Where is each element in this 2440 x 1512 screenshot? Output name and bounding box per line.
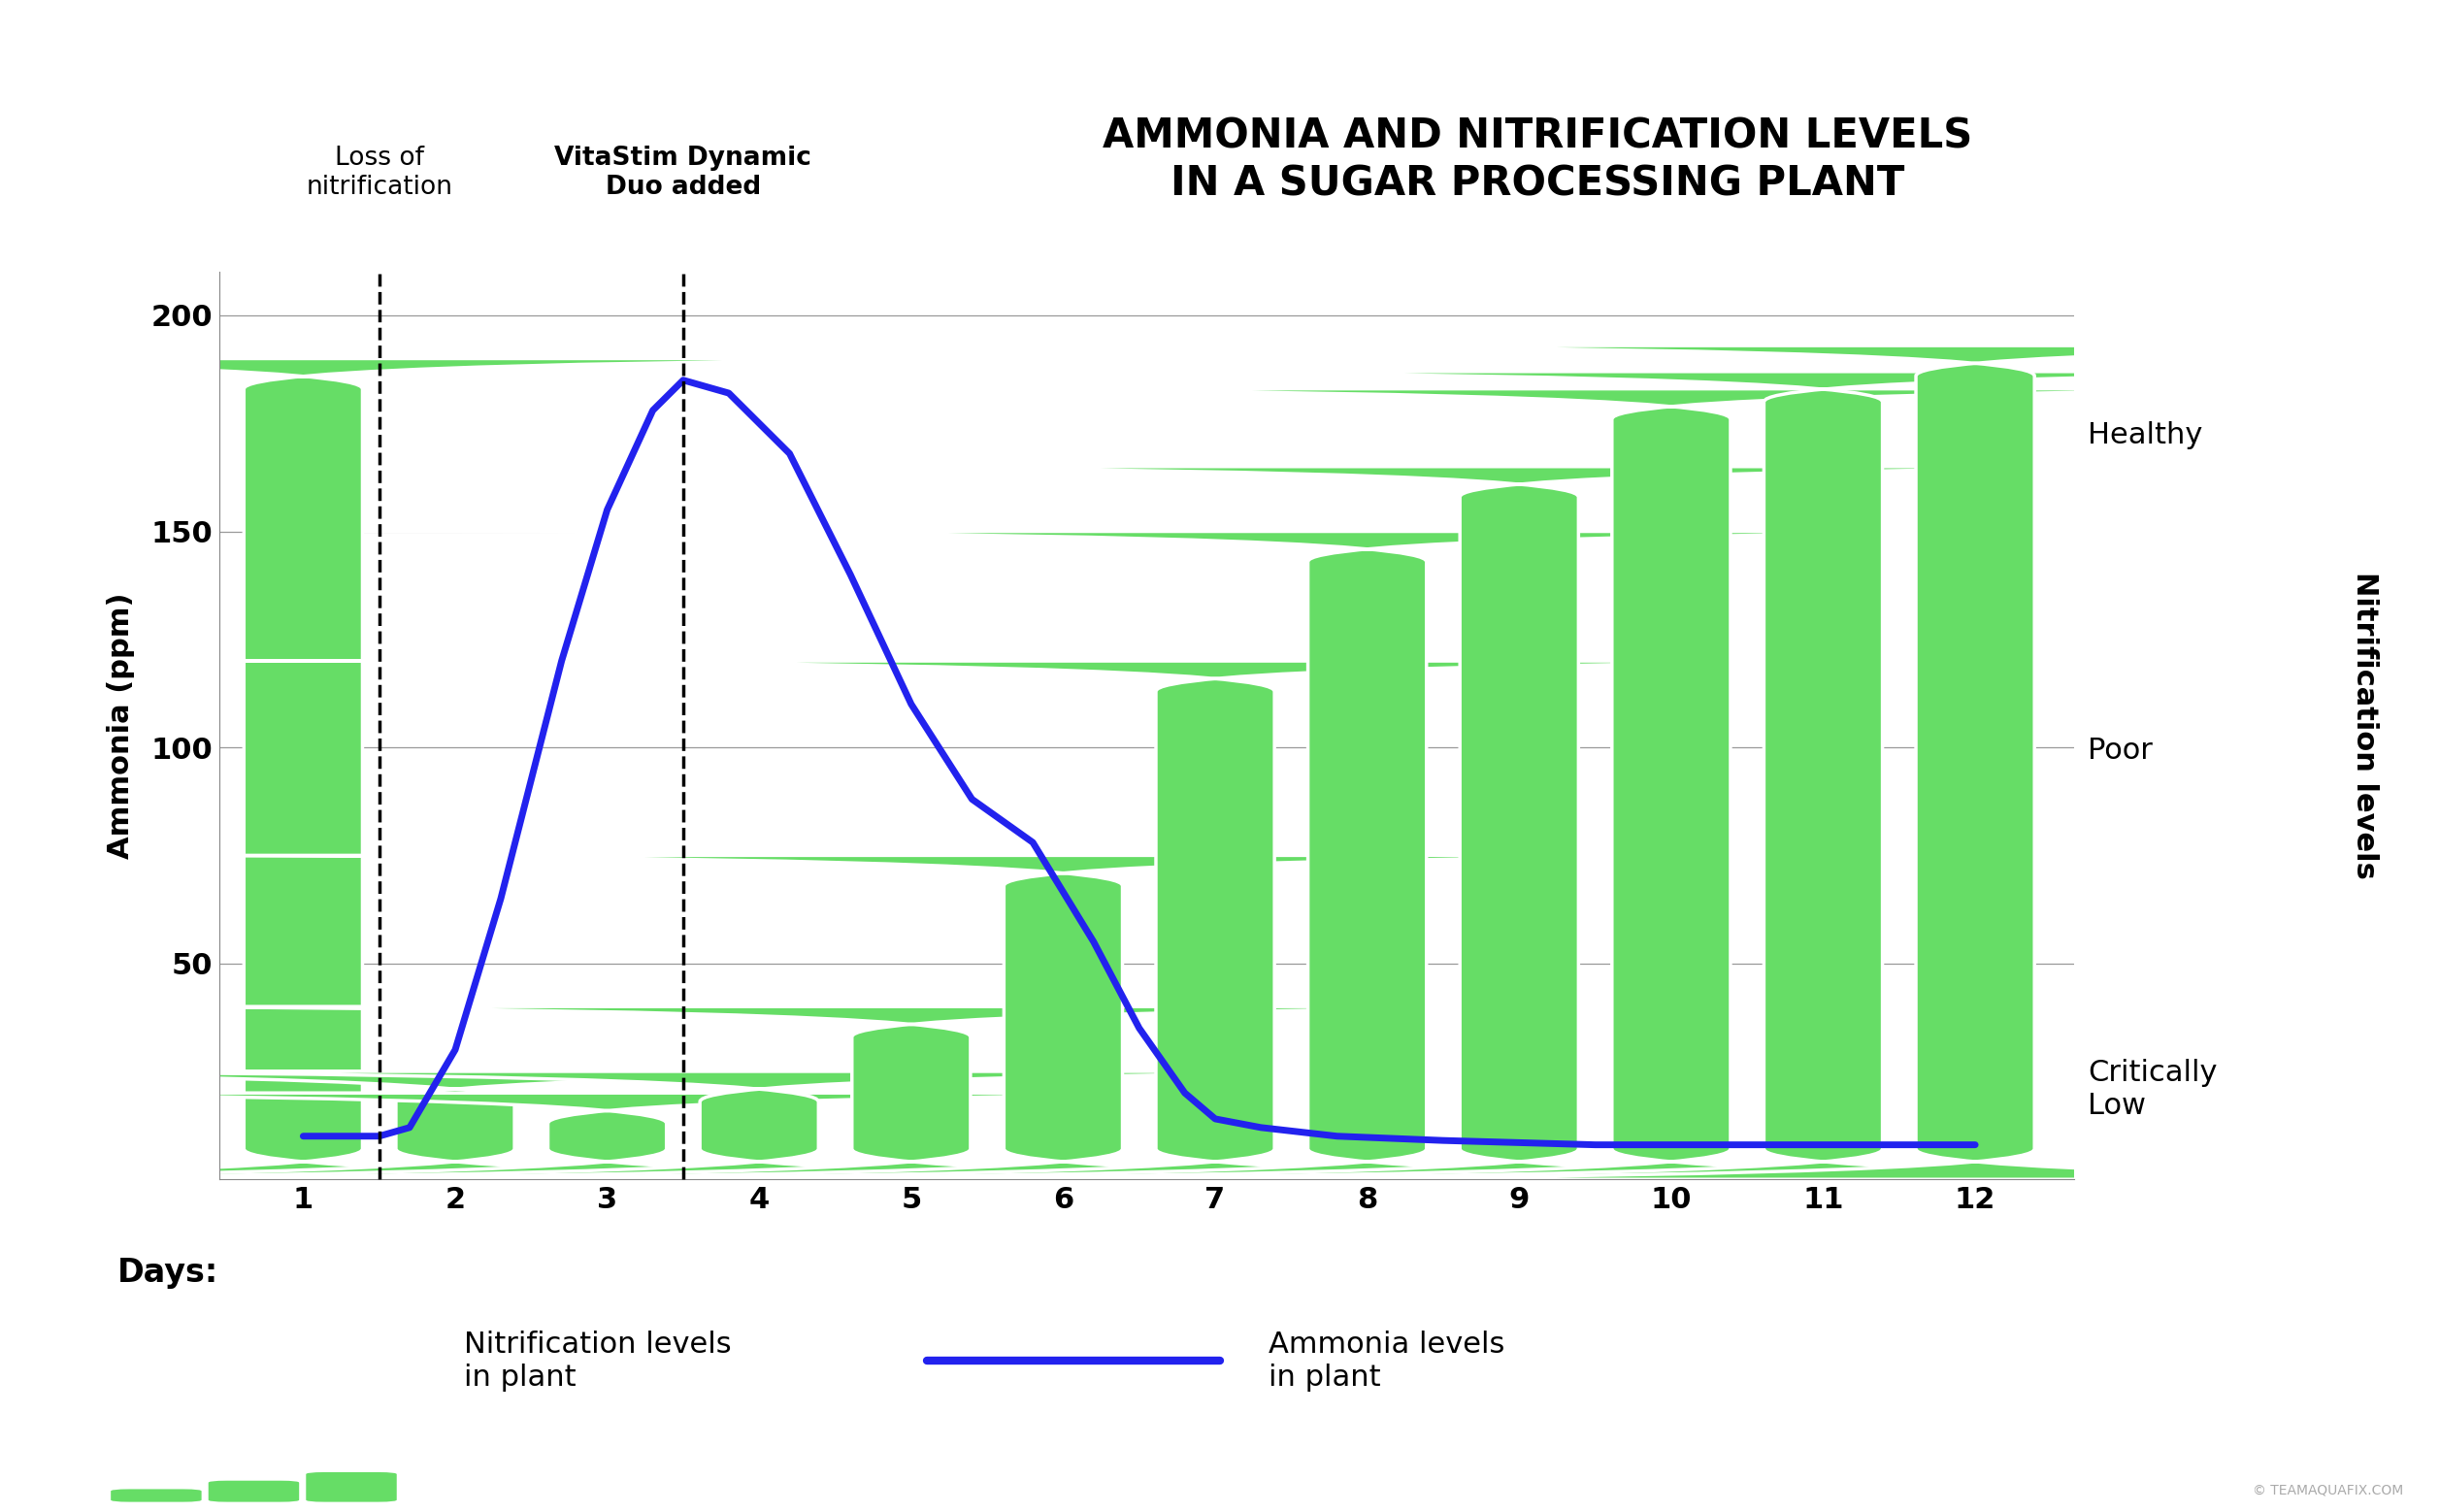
Y-axis label: Nitrification levels: Nitrification levels (2350, 572, 2379, 880)
FancyBboxPatch shape (0, 1007, 1915, 1179)
FancyBboxPatch shape (0, 1072, 1764, 1179)
FancyBboxPatch shape (59, 856, 2069, 1179)
Text: Nitrification levels
in plant: Nitrification levels in plant (464, 1331, 732, 1391)
FancyBboxPatch shape (364, 531, 2372, 1179)
FancyBboxPatch shape (0, 1072, 1459, 1179)
Text: Days:: Days: (117, 1256, 220, 1288)
Text: VitaStim Dynamic
Duo added: VitaStim Dynamic Duo added (554, 145, 813, 200)
FancyBboxPatch shape (515, 467, 2440, 1179)
FancyBboxPatch shape (0, 358, 1308, 1179)
Text: Ammonia levels
in plant: Ammonia levels in plant (1269, 1331, 1505, 1391)
FancyBboxPatch shape (110, 1488, 203, 1503)
Text: AMMONIA AND NITRIFICATION LEVELS
IN A SUGAR PROCESSING PLANT: AMMONIA AND NITRIFICATION LEVELS IN A SU… (1103, 116, 1972, 204)
FancyBboxPatch shape (971, 346, 2440, 1179)
FancyBboxPatch shape (305, 1471, 398, 1503)
FancyBboxPatch shape (210, 661, 2220, 1179)
Text: © TEAMAQUAFIX.COM: © TEAMAQUAFIX.COM (2252, 1483, 2403, 1497)
FancyBboxPatch shape (666, 389, 2440, 1179)
FancyBboxPatch shape (817, 372, 2440, 1179)
FancyBboxPatch shape (207, 1480, 300, 1503)
FancyBboxPatch shape (0, 1093, 1613, 1179)
Y-axis label: Ammonia (ppm): Ammonia (ppm) (107, 593, 134, 859)
Text: Loss of
nitrification: Loss of nitrification (305, 145, 451, 200)
